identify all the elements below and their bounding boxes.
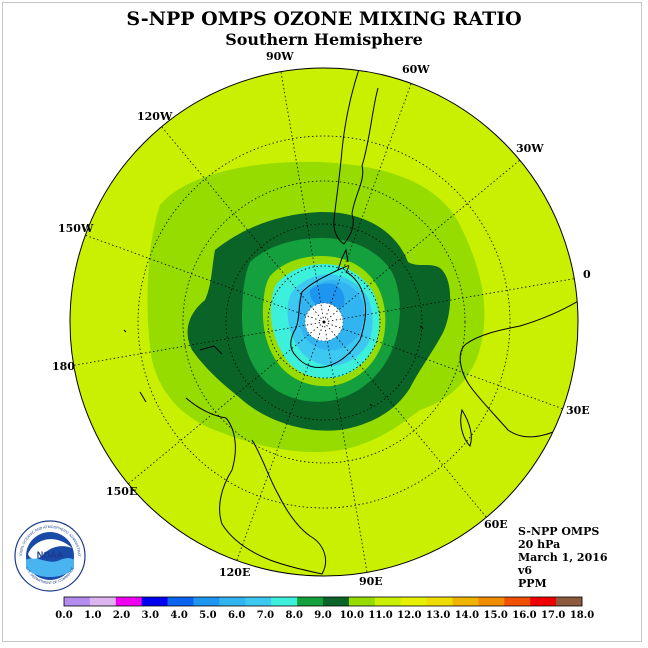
color-tick-label: 9.0: [314, 610, 331, 621]
label-60e: 60E: [484, 518, 508, 531]
color-tick-label: 7.0: [257, 610, 274, 621]
color-swatch-18: [530, 597, 557, 606]
color-tick-label: 12.0: [397, 610, 421, 621]
color-tick-label: 0.0: [55, 610, 72, 621]
meridian-30e: [323, 321, 567, 411]
color-tick-label: 5.0: [199, 610, 216, 621]
color-swatch-4: [167, 597, 194, 606]
lat-80s: [267, 265, 381, 379]
color-bar-border: [63, 596, 583, 607]
latitude-lines: [137, 135, 511, 509]
color-tick-label: 4.0: [170, 610, 187, 621]
color-swatch-8: [271, 597, 298, 606]
color-swatch-11: [348, 597, 376, 606]
info-product: S-NPP OMPS: [518, 525, 600, 538]
color-tick-label: 11.0: [368, 610, 392, 621]
label-120e: 120E: [219, 566, 250, 579]
map-boundary: [69, 67, 579, 577]
map-title: S-NPP OMPS OZONE MIXING RATIO: [126, 8, 522, 30]
meridian-120w: [160, 125, 325, 323]
color-swatch-3: [141, 597, 168, 606]
coastlines: [123, 68, 578, 575]
color-tick-label: 17.0: [541, 610, 565, 621]
color-swatch-13: [400, 597, 427, 606]
color-swatch-17: [504, 597, 531, 606]
coast-africa: [459, 299, 578, 438]
color-tick-label: 10.0: [340, 610, 364, 621]
meridian-150w: [81, 233, 325, 323]
info-level: 20 hPa: [518, 538, 561, 551]
color-swatch-19: [556, 597, 583, 606]
color-tick-label: 15.0: [483, 610, 507, 621]
label-180: 180: [52, 360, 75, 373]
color-tick-label: 6.0: [228, 610, 245, 621]
color-swatch-0: [64, 597, 91, 606]
meridian-180: [70, 321, 325, 367]
color-tick-label: 2.0: [113, 610, 130, 621]
color-swatch-5: [193, 597, 220, 606]
label-150e: 150E: [106, 485, 137, 498]
color-swatch-9: [297, 597, 324, 606]
color-swatch-15: [452, 597, 479, 606]
color-tick-label: 18.0: [570, 610, 594, 621]
noaa-logo: NOAA NATIONAL OCEANIC AND ATMOSPHERIC AD…: [14, 520, 86, 592]
color-swatches: [63, 596, 583, 607]
info-date: March 1, 2016: [518, 551, 608, 564]
color-swatch-14: [426, 597, 453, 606]
color-swatch-1: [89, 597, 117, 606]
color-swatch-6: [219, 597, 246, 606]
color-tick-label: 14.0: [455, 610, 479, 621]
color-tick-labels: 0.0 1.0 2.0 3.0 4.0 5.0 6.0 7.0 8.0 9.0 10.0 11.0 12…: [55, 610, 594, 621]
label-150w: 150W: [58, 222, 94, 235]
coast-islands: [123, 325, 424, 407]
meridian-60e: [323, 321, 488, 519]
info-unit: PPM: [518, 577, 547, 590]
coast-south-america: [333, 68, 379, 245]
logo-text: NOAA: [37, 550, 64, 560]
color-tick-label: 1.0: [84, 610, 101, 621]
pole-dot-pattern: [304, 302, 344, 342]
lat-50s: [137, 135, 511, 509]
info-version: v6: [518, 564, 533, 577]
label-30e: 30E: [566, 404, 590, 417]
color-tick-label: 3.0: [142, 610, 159, 621]
map-subtitle: Southern Hemisphere: [225, 30, 423, 49]
label-30w: 30W: [516, 142, 544, 155]
coast-antarctica: [290, 265, 367, 369]
color-swatch-12: [374, 597, 401, 606]
meridian-0: [323, 277, 578, 323]
color-tick-label: 16.0: [512, 610, 536, 621]
coast-antarctic-peninsula: [337, 248, 349, 271]
image-frame: [2, 2, 642, 642]
label-90e: 90E: [359, 575, 383, 588]
lat-70s: [225, 223, 423, 421]
meridian-lines: [70, 71, 578, 573]
color-swatch-2: [115, 597, 142, 606]
info-block: S-NPP OMPS 20 hPa March 1, 2016 v6 PPM: [518, 525, 608, 590]
coast-madagascar: [460, 408, 472, 447]
lat-60s: [182, 180, 466, 464]
color-swatch-10: [323, 597, 350, 606]
color-tick-label: 8.0: [286, 610, 303, 621]
coast-new-zealand: [139, 345, 223, 403]
label-60w: 60W: [402, 63, 430, 76]
label-120w: 120W: [137, 110, 173, 123]
color-swatch-16: [478, 597, 505, 606]
label-90w: 90W: [266, 50, 294, 63]
color-swatch-7: [245, 597, 272, 606]
color-tick-label: 13.0: [426, 610, 450, 621]
label-0: 0: [583, 268, 591, 281]
coast-australia: [185, 397, 326, 575]
